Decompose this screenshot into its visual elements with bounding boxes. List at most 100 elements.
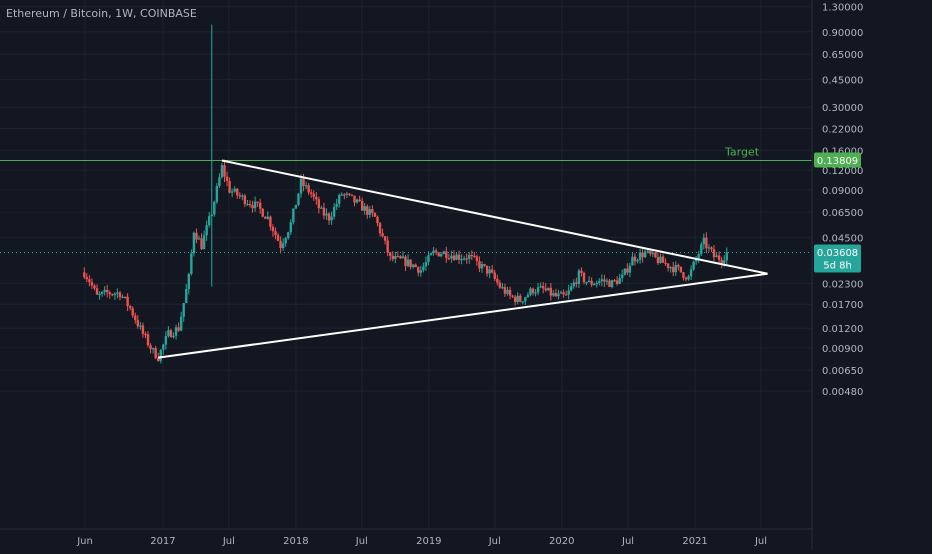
candle-body bbox=[457, 254, 461, 260]
candle-body bbox=[371, 209, 374, 213]
candle-body bbox=[90, 282, 94, 286]
target-price-badge bbox=[814, 152, 861, 168]
candle-body bbox=[511, 295, 514, 297]
candle-body bbox=[516, 295, 519, 303]
price-tick-label: 0.22000 bbox=[822, 124, 863, 135]
candle-body bbox=[376, 216, 379, 224]
price-tick-label: 0.09000 bbox=[822, 186, 863, 197]
candle-body bbox=[503, 287, 507, 294]
time-tick-label: 2020 bbox=[549, 536, 574, 547]
candle-body bbox=[218, 177, 221, 187]
candle-body bbox=[320, 207, 323, 209]
candle-body bbox=[233, 188, 236, 192]
candle-body bbox=[636, 260, 639, 262]
price-tick-label: 0.01200 bbox=[822, 324, 863, 335]
candle-body bbox=[202, 235, 206, 250]
candle-body bbox=[409, 259, 412, 267]
candle-body bbox=[195, 232, 198, 240]
triangle-upper-line[interactable] bbox=[221, 159, 768, 275]
candle-body bbox=[483, 264, 486, 266]
price-axis[interactable]: 1.800001.300000.900000.650000.450000.300… bbox=[814, 0, 863, 398]
candle-body bbox=[136, 320, 140, 327]
candle-body bbox=[246, 203, 249, 206]
time-axis[interactable]: Jun 2017 Jul 2018 Jul 2019 Jul 2020 Jul 2021 Jul bbox=[76, 536, 767, 547]
candle-body bbox=[674, 265, 677, 273]
candle-body bbox=[274, 231, 277, 236]
candle-body bbox=[368, 209, 372, 215]
candle-body bbox=[705, 237, 708, 249]
candle-body bbox=[149, 345, 152, 349]
candle-body bbox=[213, 201, 216, 215]
candle-body bbox=[488, 269, 491, 274]
drawing-overlays[interactable]: Target bbox=[0, 145, 812, 359]
time-tick-label: Jun bbox=[76, 536, 93, 547]
candle-body bbox=[307, 185, 310, 193]
candle-body bbox=[529, 288, 532, 295]
candle-body bbox=[720, 259, 723, 264]
candle-body bbox=[383, 236, 387, 241]
candle-body bbox=[381, 233, 384, 237]
candle-body bbox=[712, 249, 716, 258]
candle-body bbox=[241, 195, 244, 197]
candle-body bbox=[559, 292, 563, 294]
candle-body bbox=[83, 272, 86, 278]
candle-body bbox=[389, 252, 392, 256]
price-tick-label: 0.01700 bbox=[822, 300, 863, 311]
price-tick-label: 0.45000 bbox=[822, 75, 863, 86]
candle-body bbox=[567, 290, 570, 295]
candle-body bbox=[88, 279, 91, 283]
candle-body bbox=[363, 206, 366, 211]
last-price-badge bbox=[814, 244, 861, 273]
candle-body bbox=[325, 213, 328, 216]
candle-body bbox=[707, 247, 711, 249]
candle-body bbox=[192, 232, 196, 254]
candle-body bbox=[692, 261, 695, 270]
candle-body bbox=[590, 280, 593, 285]
candle-body bbox=[304, 185, 308, 187]
candle-body bbox=[258, 202, 262, 209]
candle-body bbox=[95, 288, 99, 295]
candle-body bbox=[294, 204, 298, 209]
candle-body bbox=[641, 252, 644, 258]
candle-body bbox=[702, 237, 706, 245]
time-tick-label: 2017 bbox=[150, 536, 175, 547]
candle-body bbox=[501, 287, 504, 289]
candle-body bbox=[575, 282, 578, 284]
candle-body bbox=[162, 344, 165, 350]
candle-body bbox=[610, 280, 614, 287]
candle-body bbox=[139, 325, 142, 327]
candle-body bbox=[190, 253, 193, 274]
time-tick-label: Jul bbox=[355, 536, 368, 547]
candle-body bbox=[113, 293, 117, 295]
candle-body bbox=[276, 235, 280, 241]
candle-body bbox=[434, 250, 438, 253]
candle-body bbox=[564, 294, 568, 296]
candle-body bbox=[654, 252, 657, 258]
candle-body bbox=[465, 258, 468, 260]
candle-body bbox=[666, 263, 670, 268]
candle-body bbox=[353, 195, 356, 203]
candle-body bbox=[169, 330, 173, 338]
last-price-label: 0.03608 bbox=[817, 248, 858, 259]
candle-body bbox=[317, 199, 321, 209]
candle-body bbox=[378, 223, 382, 234]
candle-body bbox=[345, 193, 349, 195]
candle-body bbox=[141, 325, 145, 334]
candle-body bbox=[406, 259, 410, 266]
candle-body bbox=[332, 206, 336, 217]
price-tick-label: 0.02300 bbox=[822, 279, 863, 290]
candle-body bbox=[154, 348, 157, 359]
candle-body bbox=[672, 267, 675, 273]
candle-body bbox=[427, 255, 430, 262]
candle-body bbox=[299, 178, 303, 194]
candle-body bbox=[587, 280, 591, 282]
candle-body bbox=[93, 285, 96, 289]
candle-body bbox=[391, 255, 394, 260]
candle-body bbox=[440, 254, 443, 257]
triangle-lower-line[interactable] bbox=[158, 272, 768, 359]
candle-body bbox=[256, 201, 259, 203]
candle-body bbox=[519, 295, 522, 302]
candle-body bbox=[498, 282, 502, 288]
